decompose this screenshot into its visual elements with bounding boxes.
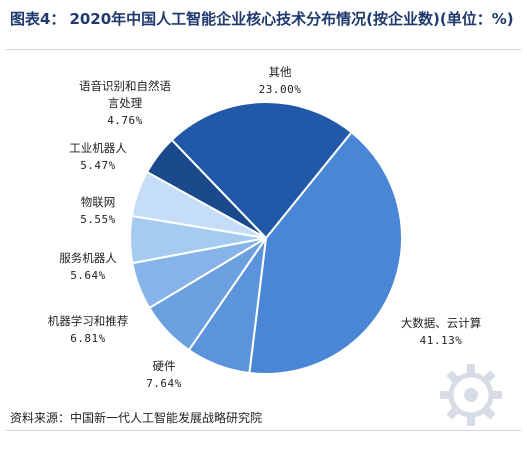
slice-label-big-data-cloud: 大数据、云计算 41.13% bbox=[386, 315, 496, 349]
slice-label-iot: 物联网 5.55% bbox=[58, 194, 138, 228]
figure-title: 2020年中国人工智能企业核心技术分布情况(按企业数)(单位：%) bbox=[69, 10, 514, 28]
slice-label-value: 23.00% bbox=[258, 83, 302, 96]
slice-label-name: 机器学习和推荐 bbox=[47, 314, 129, 328]
slice-label-industrial-robot: 工业机器人 5.47% bbox=[48, 140, 148, 174]
slice-label-name: 大数据、云计算 bbox=[400, 316, 482, 330]
source-note: 资料来源：中国新一代人工智能发展战略研究院 bbox=[10, 411, 263, 425]
slice-label-name: 硬件 bbox=[152, 359, 176, 373]
slice-label-name-line1: 语音识别和自然语 bbox=[79, 79, 171, 93]
slice-label-name: 工业机器人 bbox=[69, 141, 127, 155]
slice-label-ml-recommendation: 机器学习和推荐 6.81% bbox=[18, 313, 158, 347]
slice-label-value: 5.64% bbox=[70, 269, 106, 282]
slice-label-value: 5.47% bbox=[80, 159, 116, 172]
slice-label-speech-nlp: 语音识别和自然语 言处理 4.76% bbox=[60, 78, 190, 129]
slice-label-name: 其他 bbox=[268, 65, 292, 79]
chart-title: 图表4： 2020年中国人工智能企业核心技术分布情况(按企业数)(单位：%) bbox=[10, 10, 515, 29]
slice-label-other: 其他 23.00% bbox=[240, 64, 320, 98]
figure-label: 图表4： bbox=[10, 10, 66, 28]
gear-icon bbox=[440, 364, 502, 426]
footer-divider bbox=[6, 430, 521, 431]
slice-big-data-cloud bbox=[248, 130, 403, 375]
slice-label-value: 4.76% bbox=[107, 114, 143, 127]
slice-label-value: 6.81% bbox=[70, 332, 106, 345]
title-divider bbox=[6, 49, 521, 50]
slice-label-name-line2: 言处理 bbox=[107, 96, 143, 110]
slice-label-name: 物联网 bbox=[80, 195, 116, 209]
slice-label-hardware: 硬件 7.64% bbox=[134, 358, 194, 392]
slice-label-value: 5.55% bbox=[80, 213, 116, 226]
slice-other bbox=[170, 101, 353, 240]
slice-label-value: 41.13% bbox=[419, 334, 463, 347]
slice-label-value: 7.64% bbox=[146, 377, 182, 390]
slice-label-service-robot: 服务机器人 5.64% bbox=[38, 250, 138, 284]
slice-label-name: 服务机器人 bbox=[59, 251, 117, 265]
